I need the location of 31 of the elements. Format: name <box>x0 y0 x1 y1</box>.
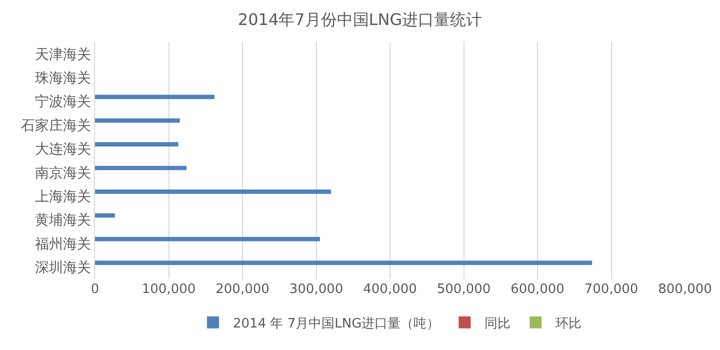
y-tick-label: 上海海关 <box>35 188 92 205</box>
bar <box>95 260 592 265</box>
x-tick-label: 400,000 <box>363 282 417 297</box>
x-tick-label: 100,000 <box>142 282 196 297</box>
bar <box>95 118 180 123</box>
x-tick-label: 700,000 <box>584 282 638 297</box>
x-tick-label: 0 <box>90 282 100 297</box>
bar <box>95 94 214 100</box>
bar <box>95 190 331 194</box>
bar <box>95 213 115 218</box>
y-tick-label: 福州海关 <box>35 236 92 252</box>
x-tick-label: 600,000 <box>510 282 564 297</box>
x-tick-label: 500,000 <box>436 282 491 297</box>
y-tick-label: 南京海关 <box>35 165 92 182</box>
x-tick-label: 800,000 <box>658 282 712 297</box>
legend-label: 2014 年 7月中国LNG进口量（吨） <box>233 316 440 332</box>
bar <box>95 166 186 170</box>
y-tick-label: 黄埔海关 <box>35 212 92 229</box>
y-tick-label: 大连海关 <box>35 142 92 158</box>
legend-label: 环比 <box>556 316 582 332</box>
y-tick-label: 天津海关 <box>35 46 92 63</box>
legend-label: 同比 <box>484 316 511 332</box>
y-tick-label: 石家庄海关 <box>21 118 92 134</box>
bar <box>95 142 178 146</box>
y-tick-label: 深圳海关 <box>35 260 92 276</box>
y-tick-label: 宁波海关 <box>35 94 92 110</box>
x-tick-label: 200,000 <box>216 282 270 297</box>
x-tick-label: 300,000 <box>289 282 344 297</box>
chart-title: 2014年7月份中国LNG进口量统计 <box>238 10 482 30</box>
y-tick-label: 珠海海关 <box>35 70 92 86</box>
bar <box>95 236 320 242</box>
